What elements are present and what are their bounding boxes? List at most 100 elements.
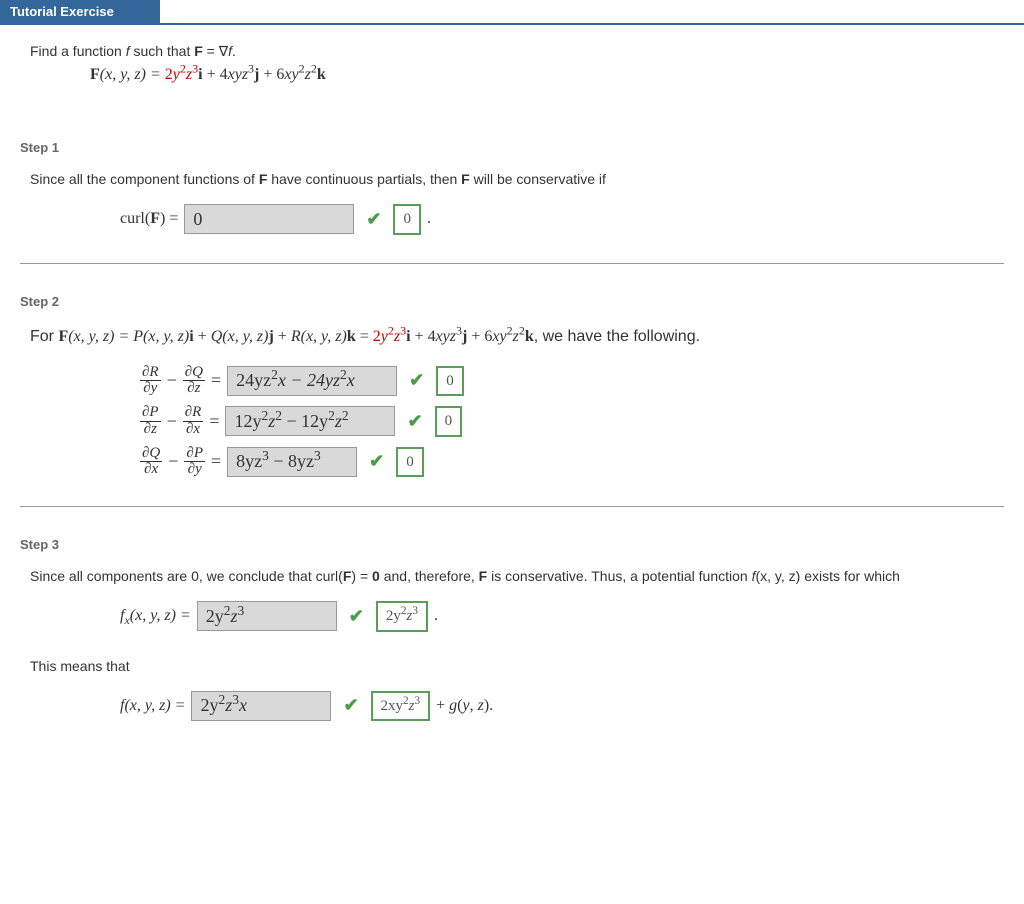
t: 2y	[206, 606, 224, 626]
t: z	[231, 606, 238, 626]
n: ∂Q	[183, 365, 205, 382]
answer-value: 0	[193, 206, 202, 233]
var-F: F	[461, 171, 470, 187]
header-line: Tutorial Exercise	[0, 0, 1024, 25]
equals: =	[211, 448, 221, 475]
text: + 4xyz³ + 4xyz3	[203, 66, 254, 83]
correct-value: 0	[406, 451, 414, 474]
check-icon: ✔	[343, 692, 358, 719]
text: = ∇	[203, 43, 228, 59]
correct-answer-box: 0	[393, 204, 421, 235]
text: such that	[130, 43, 195, 59]
tail: + g(y, z).	[436, 694, 493, 718]
step2-body: For F(x, y, z) = P(x, y, z)i + Q(x, y, z…	[10, 325, 1014, 479]
correct-answer-box: 0	[436, 366, 464, 397]
s: 2	[342, 408, 349, 423]
t: 2xy	[381, 698, 404, 714]
check-icon: ✔	[366, 206, 381, 233]
answer-input[interactable]: 8yz3 − 8yz3	[227, 447, 357, 477]
answer-input[interactable]: 12y2z2 − 12y2z2	[225, 406, 395, 436]
t: +	[274, 328, 291, 345]
var-P: P	[133, 328, 143, 345]
t: and, therefore,	[380, 568, 479, 584]
step2-row1: ∂R∂y − ∂Q∂z = 24yz2x − 24yz2x ✔ 0	[140, 365, 994, 398]
answer-input[interactable]: 2y2z3	[197, 601, 337, 631]
answer-input[interactable]: 2y2z3x	[191, 691, 331, 721]
d: ∂y	[141, 381, 159, 397]
t: x	[347, 370, 355, 390]
equals: =	[211, 367, 221, 394]
step3-f-row: f(x, y, z) = 2y2z3x ✔ 2xy2z3 + g(y, z).	[120, 691, 994, 722]
correct-value: 0	[403, 208, 411, 231]
check-icon: ✔	[407, 408, 422, 435]
text: have continuous partials, then	[267, 171, 461, 187]
minus: −	[167, 367, 177, 394]
t: (x, y, z)	[222, 328, 268, 345]
n: ∂R	[183, 405, 204, 422]
text: .	[232, 43, 236, 59]
step2-row2: ∂P∂z − ∂R∂x = 12y2z2 − 12y2z2 ✔ 0	[140, 405, 994, 438]
t: (x, y, z) =	[124, 697, 185, 714]
text: Find a function	[30, 43, 126, 59]
d: ∂y	[186, 462, 204, 478]
correct-answer-box: 0	[396, 447, 424, 478]
check-icon: ✔	[369, 448, 384, 475]
t: − 8yz	[269, 451, 314, 471]
var-Q: Q	[211, 328, 223, 345]
s: 3	[238, 603, 245, 618]
n: ∂R	[140, 365, 161, 382]
unit-k: k	[347, 328, 356, 345]
text: Since all the component functions of	[30, 171, 259, 187]
divider	[20, 263, 1004, 264]
var-F: F	[58, 328, 68, 345]
t: (x, y, z)	[143, 328, 189, 345]
t: +	[194, 328, 211, 345]
correct-answer-box: 2y2z3	[376, 601, 428, 632]
zero: 0	[372, 568, 380, 584]
s: 2	[328, 408, 335, 423]
step1-text: Since all the component functions of F h…	[30, 169, 994, 190]
dQdz: ∂Q∂z	[183, 365, 205, 398]
t: =	[356, 328, 373, 345]
correct-answer-box: 2xy2z3	[371, 691, 431, 722]
var-F: F	[150, 210, 160, 227]
fx-label: fx(x, y, z) =	[120, 604, 191, 628]
answer-input[interactable]: 24yz2x − 24yz2x	[227, 366, 397, 396]
step3-body: Since all components are 0, we conclude …	[10, 566, 1014, 721]
step2-text: For F(x, y, z) = P(x, y, z)i + Q(x, y, z…	[30, 325, 994, 349]
t: x − 24yz	[278, 370, 340, 390]
t: 2y	[200, 695, 218, 715]
equals: =	[209, 408, 219, 435]
curl-label: curl(F) =	[120, 207, 178, 231]
divider	[20, 506, 1004, 507]
t: (x, y, z) =	[68, 328, 133, 345]
t: 12y	[234, 411, 261, 431]
t: − 12y	[282, 411, 328, 431]
dPdy: ∂P∂y	[184, 446, 205, 479]
minus: −	[167, 408, 177, 435]
correct-value: 0	[445, 410, 453, 433]
t: + 4xyz3	[411, 328, 462, 345]
t: is conservative. Thus, a potential funct…	[487, 568, 751, 584]
answer-input[interactable]: 0	[184, 204, 354, 234]
period: .	[434, 604, 438, 628]
s: 2	[340, 367, 347, 382]
intro-equation: F(x, y, z) = 2y²z³2y2z3i + 4xyz³ + 4xyz3…	[90, 66, 994, 84]
t: 8yz	[236, 451, 262, 471]
t: + 6xy2z2	[467, 328, 524, 345]
d: ∂z	[185, 381, 202, 397]
text: will be conservative if	[470, 171, 606, 187]
step3-label: Step 3	[20, 537, 1014, 552]
unit-i: i	[406, 328, 410, 345]
intro-block: Find a function f such that F = ∇f. F(x,…	[10, 43, 1014, 110]
correct-answer-box: 0	[435, 406, 463, 437]
tutorial-header: Tutorial Exercise	[0, 0, 160, 23]
dQdx: ∂Q∂x	[140, 446, 162, 479]
answer-value: 8yz3 − 8yz3	[236, 448, 321, 475]
step3-fx-row: fx(x, y, z) = 2y2z3 ✔ 2y2z3 .	[120, 601, 994, 632]
content: Find a function f such that F = ∇f. F(x,…	[0, 43, 1024, 749]
var-R: R	[291, 328, 301, 345]
t: z	[335, 411, 342, 431]
var-F: F	[194, 43, 203, 59]
answer-value: 2y2z3	[206, 603, 245, 630]
